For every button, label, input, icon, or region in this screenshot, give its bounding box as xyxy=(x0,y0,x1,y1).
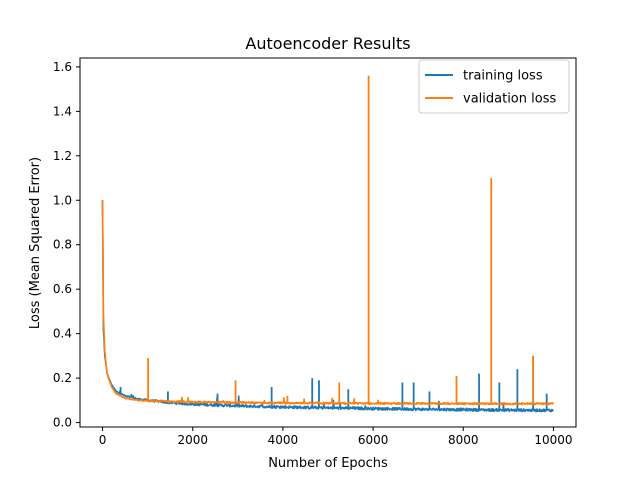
line-validation-loss xyxy=(101,199,554,406)
x-tick-label: 0 xyxy=(99,433,107,447)
y-axis-label: Loss (Mean Squared Error) xyxy=(28,157,43,329)
y-tick-label: 0.4 xyxy=(53,327,72,341)
x-axis-label: Number of Epochs xyxy=(268,456,388,471)
y-tick-label: 0.0 xyxy=(53,416,72,430)
axes-frame xyxy=(79,57,577,428)
legend-label-training-loss: training loss xyxy=(463,69,543,84)
x-tick-label: 8000 xyxy=(448,433,479,447)
y-tick-label: 0.6 xyxy=(53,282,72,296)
x-tick-label: 10000 xyxy=(534,433,572,447)
y-tick-label: 0.2 xyxy=(53,371,72,385)
y-tick-label: 1.4 xyxy=(53,104,72,118)
legend-frame xyxy=(418,59,570,114)
y-tick-label: 1.6 xyxy=(53,60,72,74)
y-tick-label: 1.2 xyxy=(53,149,72,163)
x-tick-label: 2000 xyxy=(177,433,208,447)
legend-label-validation-loss: validation loss xyxy=(463,92,556,107)
x-tick-label: 6000 xyxy=(358,433,389,447)
y-tick-label: 1.0 xyxy=(53,193,72,207)
chart-title: Autoencoder Results xyxy=(245,34,410,53)
legend: training loss validation loss xyxy=(418,59,570,114)
plot-area xyxy=(101,75,554,413)
y-tick-label: 0.8 xyxy=(53,238,72,252)
x-tick-label: 4000 xyxy=(268,433,299,447)
axes: 0 2000 4000 6000 8000 10000 0.0 0.2 0.4 0.6 0.8 1.0… xyxy=(53,57,577,447)
